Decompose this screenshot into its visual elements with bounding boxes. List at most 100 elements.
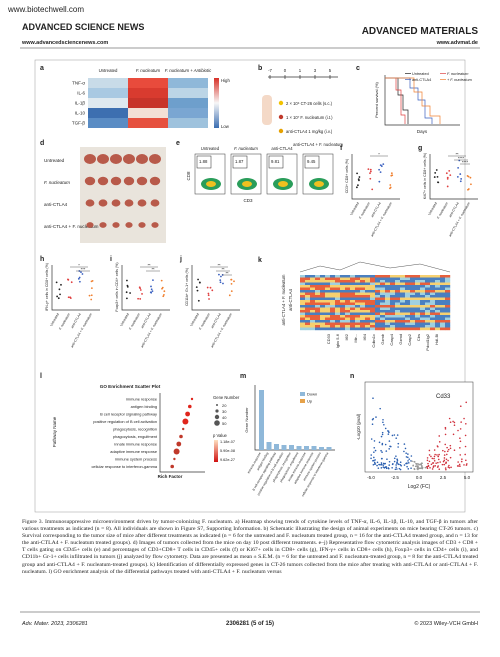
url-left: www.advancedsciencenews.com — [21, 40, 108, 46]
axis — [254, 385, 335, 451]
volcano-point — [384, 443, 387, 446]
heat-cell — [330, 295, 336, 298]
heat-cell — [325, 290, 331, 293]
legend-dot — [215, 409, 219, 413]
volcano-point — [387, 433, 390, 435]
heat-cell — [445, 295, 451, 298]
heat-cell — [395, 317, 401, 321]
heat-cell — [445, 275, 451, 278]
dot — [369, 172, 371, 175]
heat-cell — [435, 295, 441, 298]
heat-cell — [445, 320, 451, 323]
heat-cell — [340, 310, 346, 313]
plot-title: GO Enrichment Scatter Plot — [100, 384, 161, 389]
heat-cell — [440, 307, 446, 311]
heat-cell — [355, 320, 361, 323]
heat-cell — [350, 295, 356, 298]
watermark: www.biotechwell.com — [7, 5, 84, 14]
panel-letter: b — [258, 65, 262, 72]
heat-cell — [340, 292, 346, 296]
gene-label: Cbs — [416, 334, 421, 341]
panel-letter: c — [356, 65, 360, 72]
heat-cell — [420, 325, 426, 328]
heat-cell — [350, 275, 356, 278]
heat-cell — [385, 300, 391, 303]
day-label: 3 — [314, 68, 317, 73]
heat-cell — [435, 292, 441, 296]
legend-label: anti-CTLA4 — [412, 78, 431, 82]
heat-cell — [420, 307, 426, 311]
significance: *** — [81, 267, 86, 272]
heat-cell — [425, 312, 431, 316]
heat-cell — [305, 290, 311, 293]
heat-cell — [400, 292, 406, 296]
volcano-point — [385, 467, 388, 470]
dot — [197, 278, 199, 281]
volcano-point — [458, 463, 461, 466]
dot — [456, 175, 459, 178]
heat-cell — [365, 285, 371, 288]
axis-title: Percent survival (%) — [374, 81, 379, 117]
bar — [266, 442, 272, 450]
heat-cell — [405, 285, 411, 288]
bar — [274, 444, 279, 450]
heat-cell — [355, 312, 361, 316]
heat-cell — [395, 287, 401, 291]
heat-cell — [440, 317, 446, 321]
heat-cell — [370, 290, 376, 293]
volcano-point — [388, 440, 391, 442]
heat-cell — [385, 292, 391, 296]
x-tick-label: 2.5 — [440, 475, 447, 480]
term-label: cellular response to interferon-gamma — [91, 464, 157, 469]
heat-cell — [405, 312, 411, 316]
heat-cell — [430, 315, 436, 318]
heat-cell — [305, 325, 311, 328]
heat-cell — [350, 322, 356, 326]
volcano-point — [410, 467, 412, 469]
significance: ** — [455, 152, 459, 157]
heat-cell — [325, 317, 331, 321]
dot — [369, 170, 372, 173]
heat-cell — [385, 305, 391, 308]
heat-cell — [305, 277, 311, 281]
heat-cell — [440, 310, 446, 313]
heat-cell — [420, 320, 426, 323]
heat-cell — [305, 320, 311, 323]
day-label: 0 — [284, 68, 287, 73]
tumor — [84, 154, 96, 164]
volcano-point — [413, 468, 416, 470]
volcano-point — [370, 454, 373, 456]
heat-cell — [375, 275, 381, 278]
legend-dot — [214, 414, 220, 420]
term-label: innate immune response — [114, 442, 157, 447]
dot — [162, 295, 165, 298]
heat-cell — [385, 297, 391, 301]
volcano-point — [373, 451, 375, 453]
heat-cell — [88, 88, 128, 98]
term-label: phagocytosis, engulfment — [113, 434, 158, 439]
volcano-point — [380, 435, 383, 438]
density — [314, 181, 324, 187]
volcano-point — [372, 459, 375, 462]
volcano-point — [378, 463, 381, 466]
group-label: Untreated — [49, 312, 60, 327]
axis-title: Foxp3+ cells in CD4+ cells (%) — [115, 262, 119, 311]
dot — [125, 291, 128, 294]
heat-cell — [385, 317, 391, 321]
heat-cell — [415, 287, 421, 291]
gene-label: Cd33 — [436, 394, 451, 400]
panel-letter: j — [179, 256, 182, 263]
heat-cell — [360, 327, 366, 331]
heat-cell — [370, 317, 376, 321]
heat-cell — [430, 317, 436, 321]
heat-cell — [330, 320, 336, 323]
heat-cell — [435, 327, 441, 331]
heat-cell — [305, 315, 311, 318]
heat-cell — [410, 302, 416, 306]
panel-letter: h — [40, 256, 44, 263]
heat-cell — [350, 312, 356, 316]
heat-cell — [410, 287, 416, 291]
volcano-point — [395, 455, 397, 457]
volcano-point — [452, 420, 454, 423]
heat-cell — [345, 287, 351, 291]
